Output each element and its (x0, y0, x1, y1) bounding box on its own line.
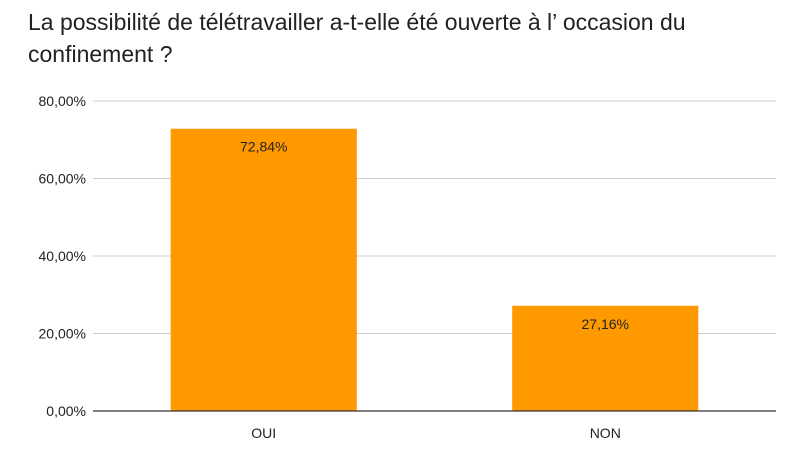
y-tick-label: 80,00% (39, 93, 86, 109)
data-labels: 72,84% 27,16% (240, 139, 629, 332)
y-tick-label: 0,00% (46, 403, 86, 419)
y-tick-label: 20,00% (39, 326, 86, 342)
bar-non (512, 305, 699, 411)
bar-oui (170, 128, 357, 411)
chart-title: La possibilité de télétravailler a-t-ell… (28, 9, 686, 67)
y-tick-label: 60,00% (39, 171, 86, 187)
x-axis-ticks: OUI NON (251, 425, 621, 441)
data-label: 72,84% (240, 139, 287, 155)
y-tick-label: 40,00% (39, 248, 86, 264)
data-label: 27,16% (582, 316, 629, 332)
x-tick-label: OUI (251, 425, 276, 441)
bars (170, 128, 699, 411)
x-tick-label: NON (590, 425, 621, 441)
y-axis-ticks: 0,00% 20,00% 40,00% 60,00% 80,00% (39, 93, 86, 419)
